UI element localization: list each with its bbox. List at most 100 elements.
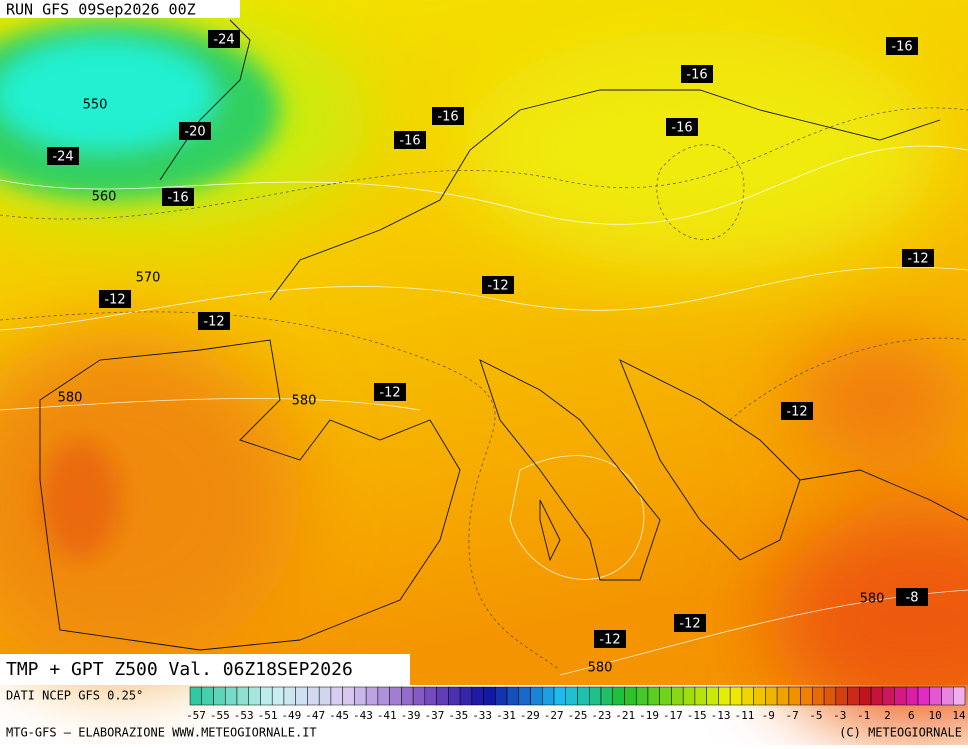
colorbar-swatch	[635, 686, 649, 706]
colorbar-label: -13	[711, 709, 731, 722]
colorbar-swatch	[518, 686, 531, 706]
colorbar-swatch	[859, 686, 872, 706]
height-label: 550	[83, 98, 108, 113]
colorbar-swatch	[882, 686, 895, 706]
temp-label-box	[179, 122, 211, 140]
colorbar-swatch	[588, 686, 602, 706]
map-field: RUN GFS 09Sep2026 00Z TMP + GPT Z500 Val…	[0, 0, 968, 730]
colorbar-swatch	[389, 686, 402, 706]
colorbar-swatch	[224, 686, 238, 706]
colorbar-swatch	[553, 686, 567, 706]
colorbar-swatch	[424, 686, 437, 706]
colorbar-label: -5	[809, 709, 822, 722]
height-label: 560	[92, 190, 117, 205]
colorbar-swatch	[213, 686, 226, 706]
colorbar-label: -1	[857, 709, 870, 722]
colorbar-swatch	[647, 686, 660, 706]
colorbar-swatch	[307, 686, 320, 706]
colorbar-label: -41	[377, 709, 397, 722]
colorbar-swatch	[718, 686, 731, 706]
colorbar-label: -15	[687, 709, 707, 722]
height-label: 580	[58, 391, 83, 406]
temp-label: -16	[891, 40, 912, 55]
colorbar-swatch	[495, 686, 508, 706]
temp-label-box	[208, 30, 240, 48]
colorbar-swatch	[448, 686, 461, 706]
colorbar-swatch	[612, 686, 625, 706]
temp-label: -12	[786, 405, 807, 420]
temp-label: -16	[399, 134, 420, 149]
colorbar-label: 2	[884, 709, 891, 722]
colorbar-swatch	[694, 686, 707, 706]
temp-label: -12	[104, 293, 125, 308]
colorbar-label: -47	[305, 709, 325, 722]
height-label: 580	[292, 394, 317, 409]
colorbar-swatch	[741, 686, 754, 706]
temp-label: -12	[203, 315, 224, 330]
temp-label: -12	[379, 386, 400, 401]
colorbar-swatch	[412, 686, 426, 706]
colorbar: -57 -55 -53 -51 -49 -47 -45 -43 -41 -39 -37 -35 -33-…	[186, 686, 966, 722]
colorbar-swatch	[236, 686, 249, 706]
temp-label: -12	[487, 279, 508, 294]
colorbar-swatch	[295, 686, 308, 706]
temp-label: -16	[671, 121, 692, 136]
colorbar-swatch	[847, 686, 860, 706]
temp-label-box	[482, 276, 514, 294]
colorbar-label: -45	[329, 709, 349, 722]
colorbar-swatch	[330, 686, 343, 706]
colorbar-label: -57	[186, 709, 206, 722]
colorbar-label: -11	[734, 709, 754, 722]
height-label: 580	[588, 661, 613, 676]
colorbar-swatch	[835, 686, 848, 706]
colorbar-label: -23	[591, 709, 611, 722]
colorbar-label: -49	[281, 709, 301, 722]
temp-label: -16	[437, 110, 458, 125]
colorbar-label: -39	[401, 709, 421, 722]
temp-label-box	[432, 107, 464, 125]
colorbar-swatch	[201, 686, 214, 706]
colorbar-label: -35	[448, 709, 468, 722]
colorbar-swatch	[682, 686, 696, 706]
temp-label-box	[47, 147, 79, 165]
product-label: TMP + GPT Z500 Val. 06Z18SEP2026	[6, 659, 353, 680]
colorbar-swatch	[530, 686, 543, 706]
temp-label: -12	[679, 617, 700, 632]
temp-label-box	[374, 383, 406, 401]
colorbar-swatch	[248, 686, 261, 706]
colorbar-swatch	[906, 686, 919, 706]
colorbar-swatch	[342, 686, 355, 706]
temp-label-box	[594, 630, 626, 648]
colorbar-swatch	[659, 686, 672, 706]
colorbar-swatch	[941, 686, 954, 706]
colorbar-label: 10	[929, 709, 942, 722]
colorbar-label: -17	[663, 709, 683, 722]
colorbar-label: -3	[833, 709, 846, 722]
temp-label: -12	[907, 252, 928, 267]
colorbar-label: -33	[472, 709, 492, 722]
colorbar-label: -19	[639, 709, 659, 722]
colorbar-swatch	[823, 686, 837, 706]
colorbar-swatch	[729, 686, 743, 706]
colorbar-swatch	[577, 686, 590, 706]
colorbar-swatch	[624, 686, 637, 706]
temp-label: -12	[599, 633, 620, 648]
colorbar-swatch	[260, 686, 273, 706]
temp-label: -16	[167, 191, 188, 206]
colorbar-label: 6	[908, 709, 915, 722]
colorbar-label: -51	[258, 709, 278, 722]
run-label: RUN GFS 09Sep2026 00Z	[6, 1, 196, 19]
footer-left: MTG-GFS — ELABORAZIONE WWW.METEOGIORNALE…	[6, 726, 317, 740]
temp-label-box	[674, 614, 706, 632]
colorbar-swatch	[542, 686, 555, 706]
colorbar-swatch	[671, 686, 684, 706]
colorbar-label: -27	[544, 709, 564, 722]
colorbar-swatch	[765, 686, 778, 706]
temp-label-box	[198, 312, 230, 330]
temp-label: -8	[906, 591, 919, 606]
colorbar-label: -21	[615, 709, 635, 722]
temp-label-box	[99, 290, 131, 308]
temp-label-box	[681, 65, 713, 83]
colorbar-swatch	[753, 686, 766, 706]
